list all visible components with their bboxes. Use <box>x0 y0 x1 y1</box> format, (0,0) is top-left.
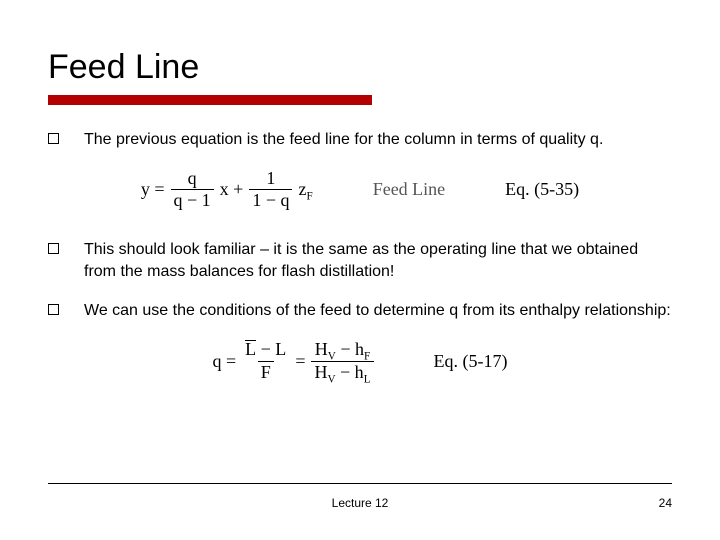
bullet-box-icon <box>48 243 59 254</box>
eq1-frac1-num: q <box>185 169 200 190</box>
eq2-frac2-num: HV − hF <box>312 340 373 361</box>
eq1-z: zF <box>298 179 312 200</box>
eq1-label: Feed Line <box>373 179 445 200</box>
eq1-ref: Eq. (5-35) <box>505 179 579 200</box>
bullet-list: The previous equation is the feed line f… <box>48 129 672 383</box>
eq1-frac1-den: q − 1 <box>171 189 214 211</box>
eq2-frac2-den: HV − hL <box>311 361 373 383</box>
bullet-text: This should look familiar – it is the sa… <box>84 241 638 280</box>
eq2-frac1-num: L − L <box>242 340 289 361</box>
eq2-frac1: L − L F <box>242 340 289 383</box>
bullet-item: This should look familiar – it is the sa… <box>48 239 672 282</box>
eq2-lhs: q = <box>213 351 237 372</box>
bullet-item: We can use the conditions of the feed to… <box>48 300 672 322</box>
footer-lecture: Lecture 12 <box>0 496 720 510</box>
equation-2-expression: q = L − L F = HV − hF HV − hL <box>213 340 374 383</box>
eq2-frac1-den: F <box>258 361 274 383</box>
equation-2: q = L − L F = HV − hF HV − hL E <box>48 340 672 383</box>
equation-1-expression: y = q q − 1 x + 1 1 − q zF <box>141 169 313 212</box>
bullet-box-icon <box>48 304 59 315</box>
eq1-frac2-num: 1 <box>263 169 278 190</box>
equation-1: y = q q − 1 x + 1 1 − q zF Feed Line Eq.… <box>48 169 672 212</box>
footer-page-number: 24 <box>659 496 672 510</box>
bullet-text: The previous equation is the feed line f… <box>84 131 603 148</box>
footer-rule <box>48 483 672 484</box>
eq1-lhs: y = <box>141 179 165 200</box>
eq1-frac2: 1 1 − q <box>249 169 292 212</box>
eq1-mid1: x + <box>220 179 244 200</box>
eq2-ref: Eq. (5-17) <box>434 351 508 372</box>
title-underline <box>48 95 372 105</box>
bullet-item: The previous equation is the feed line f… <box>48 129 672 151</box>
slide: Feed Line The previous equation is the f… <box>0 0 720 540</box>
eq2-frac2: HV − hF HV − hL <box>311 340 373 383</box>
eq1-frac2-den: 1 − q <box>249 189 292 211</box>
slide-title: Feed Line <box>48 48 672 87</box>
bullet-box-icon <box>48 133 59 144</box>
bullet-text: We can use the conditions of the feed to… <box>84 302 671 319</box>
eq1-frac1: q q − 1 <box>171 169 214 212</box>
eq2-equals: = <box>295 351 305 372</box>
